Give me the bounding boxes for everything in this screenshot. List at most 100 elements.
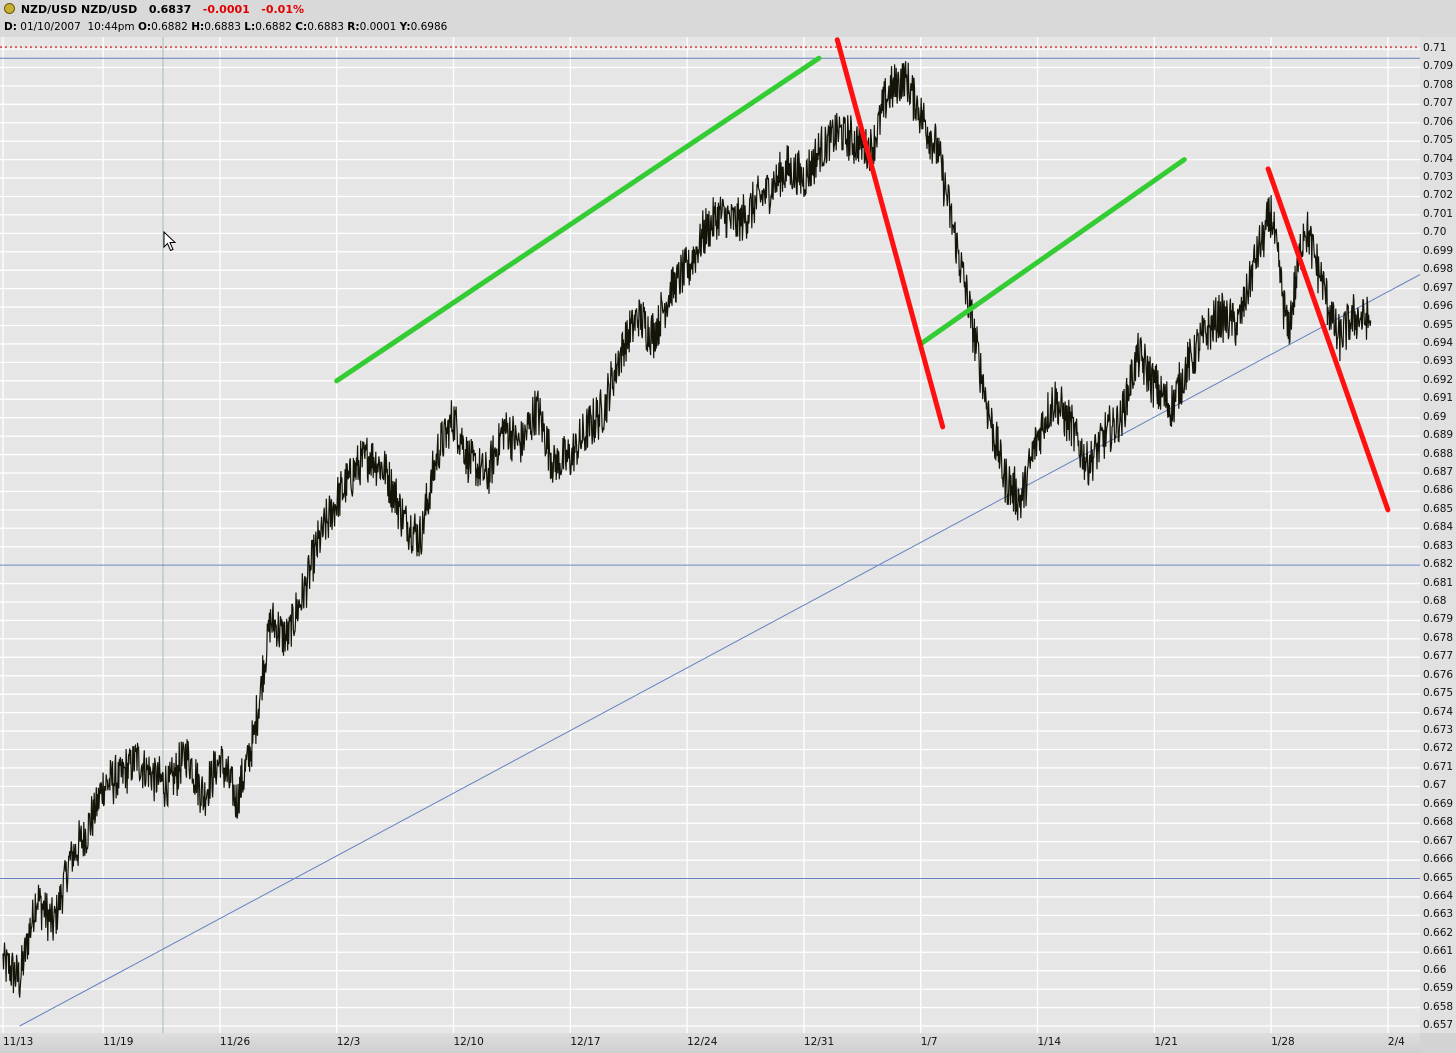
price-axis-label: 0.68 [1423,595,1447,608]
date-value: 01/10/2007 [20,21,81,33]
price-axis-label: 0.71 [1423,42,1447,54]
price-axis-label: 0.677 [1423,650,1454,663]
price-axis-label: 0.681 [1423,576,1454,589]
price-axis-label: 0.678 [1423,631,1454,644]
price-axis-label: 0.708 [1423,78,1454,91]
price-axis-label: 0.666 [1423,853,1454,866]
price-axis-label: 0.66 [1423,963,1447,976]
prev-close-value: 0.6986 [410,21,448,33]
price-axis-label: 0.707 [1423,97,1454,110]
symbol-name: NZD/USD NZD/USD [20,3,138,16]
currency-coin-icon [4,3,15,14]
low-value: 0.6882 [255,21,292,33]
price-axis-label: 0.673 [1423,724,1454,737]
time-value: 10:44pm [87,21,135,33]
price-axis[interactable]: 0.71 0.709 0.708 0.707 0.706 0.705 0.704 0.703 0… [1420,37,1456,1033]
prev-close-label: Y: [399,21,411,33]
price-change: -0.0001 [202,3,250,16]
time-axis-label: 1/21 [1154,1036,1178,1048]
price-axis-label: 0.675 [1423,687,1454,700]
open-label: O: [137,21,152,33]
price-axis-label: 0.668 [1423,816,1454,829]
price-plot-area[interactable] [0,37,1420,1033]
price-line [2,61,1372,998]
price-chart-canvas[interactable] [0,37,1420,1033]
time-axis-label: 1/28 [1271,1036,1295,1048]
time-axis-label: 2/4 [1387,1036,1405,1048]
price-axis-label: 0.703 [1423,171,1454,184]
axis-corner [1420,1033,1456,1053]
price-axis-label: 0.701 [1423,207,1454,220]
price-axis-label: 0.684 [1423,521,1454,534]
high-value: 0.6883 [204,21,241,33]
time-axis[interactable]: 11/13 11/19 11/26 12/3 12/10 12/17 12/24 12/31 1… [0,1033,1420,1053]
price-axis-label: 0.705 [1423,134,1454,147]
price-axis-label: 0.704 [1423,152,1454,165]
open-value: 0.6882 [151,21,188,33]
price-axis-label: 0.695 [1423,318,1454,331]
price-axis-label: 0.699 [1423,244,1454,257]
price-axis-label: 0.679 [1423,613,1454,626]
time-axis-label: 12/24 [687,1036,718,1048]
time-axis-label: 12/17 [570,1036,601,1048]
price-axis-label: 0.706 [1423,115,1454,128]
price-axis-label: 0.662 [1423,926,1454,939]
close-label: C: [295,21,308,33]
price-axis-label: 0.692 [1423,373,1454,386]
price-axis-label: 0.683 [1423,539,1454,552]
chart-header: NZD/USD NZD/USD 0.6837 -0.0001 -0.01% D:… [0,0,1456,37]
mouse-pointer-icon [163,231,177,252]
time-axis-label: 12/31 [803,1036,835,1048]
price-axis-label: 0.693 [1423,355,1454,368]
price-axis-label: 0.702 [1423,189,1454,202]
date-label: D: [4,21,17,33]
price-axis-label: 0.687 [1423,465,1454,478]
price-axis-label: 0.689 [1423,429,1454,442]
range-value: 0.0001 [359,21,397,33]
range-label: R: [347,21,360,33]
price-axis-label: 0.661 [1423,945,1454,958]
price-axis-label: 0.69 [1423,410,1447,423]
time-axis-label: 12/3 [336,1036,361,1048]
price-axis-label: 0.663 [1423,908,1454,921]
downtrend-line[interactable] [834,37,946,430]
price-axis-label: 0.665 [1423,871,1454,884]
time-axis-label: 1/7 [920,1036,938,1048]
time-axis-label: 11/19 [103,1036,134,1048]
symbol-title-row: NZD/USD NZD/USD 0.6837 -0.0001 -0.01% [4,3,304,16]
price-axis-label: 0.659 [1423,982,1454,995]
ohlc-readout: D: 01/10/2007 10:44pm O:0.6882 H:0.6883 … [4,21,447,33]
price-axis-label: 0.698 [1423,263,1454,276]
support-trendline[interactable] [19,272,1420,1027]
price-axis-label: 0.694 [1423,336,1454,349]
uptrend-line[interactable] [918,157,1187,347]
price-axis-label: 0.70 [1423,226,1447,239]
downtrend-line[interactable] [1265,166,1391,513]
low-label: L: [244,21,256,33]
price-axis-label: 0.709 [1423,60,1454,73]
price-axis-label: 0.697 [1423,281,1454,294]
close-value: 0.6883 [307,21,344,33]
price-axis-label: 0.686 [1423,484,1454,497]
price-axis-label: 0.676 [1423,668,1454,681]
time-axis-label: 11/26 [219,1036,251,1048]
high-label: H: [191,21,205,33]
price-axis-label: 0.669 [1423,797,1454,810]
price-axis-label: 0.658 [1423,1000,1454,1013]
uptrend-line[interactable] [334,55,822,384]
price-axis-label: 0.672 [1423,742,1454,755]
price-axis-label: 0.664 [1423,889,1454,902]
price-axis-label: 0.674 [1423,705,1454,718]
price-axis-label: 0.691 [1423,392,1454,405]
time-axis-label: 1/14 [1037,1036,1062,1048]
price-change-percent: -0.01% [261,3,305,16]
price-axis-label: 0.67 [1423,779,1447,792]
last-price: 0.6837 [148,3,192,16]
price-axis-label: 0.685 [1423,502,1454,515]
price-axis-label: 0.667 [1423,834,1454,847]
price-axis-label: 0.671 [1423,760,1454,773]
price-axis-label: 0.688 [1423,447,1454,460]
time-axis-label: 12/10 [453,1036,484,1048]
price-axis-label: 0.682 [1423,558,1454,571]
time-axis-label: 11/13 [3,1036,34,1048]
